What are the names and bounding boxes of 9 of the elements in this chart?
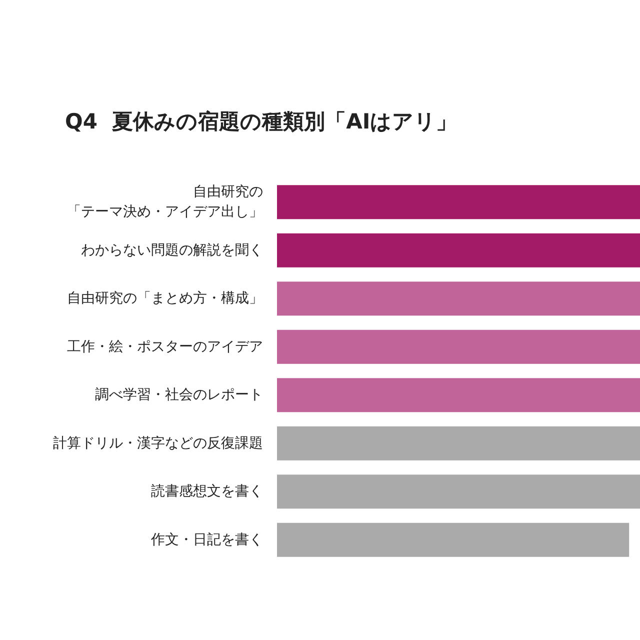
y-tick-label: 計算ドリル・漢字などの反復課題 — [53, 435, 263, 452]
y-tick-label: 調べ学習・社会のレポート — [95, 387, 263, 404]
y-tick-label: 自由研究の「テーマ決め・アイデア出し」 — [67, 184, 263, 220]
y-tick-label: 読書感想文を書く — [151, 484, 263, 500]
chart-title: Q4 夏休みの宿題の種類別「AIはアリ」 — [65, 110, 458, 134]
y-tick-label: 作文・日記を書く — [150, 532, 263, 548]
y-tick-label: 工作・絵・ポスターのアイデア — [67, 338, 263, 355]
y-tick-label: 自由研究の「まとめ方・構成」 — [67, 290, 263, 307]
y-tick-label: わからない問題の解説を聞く — [81, 242, 263, 258]
